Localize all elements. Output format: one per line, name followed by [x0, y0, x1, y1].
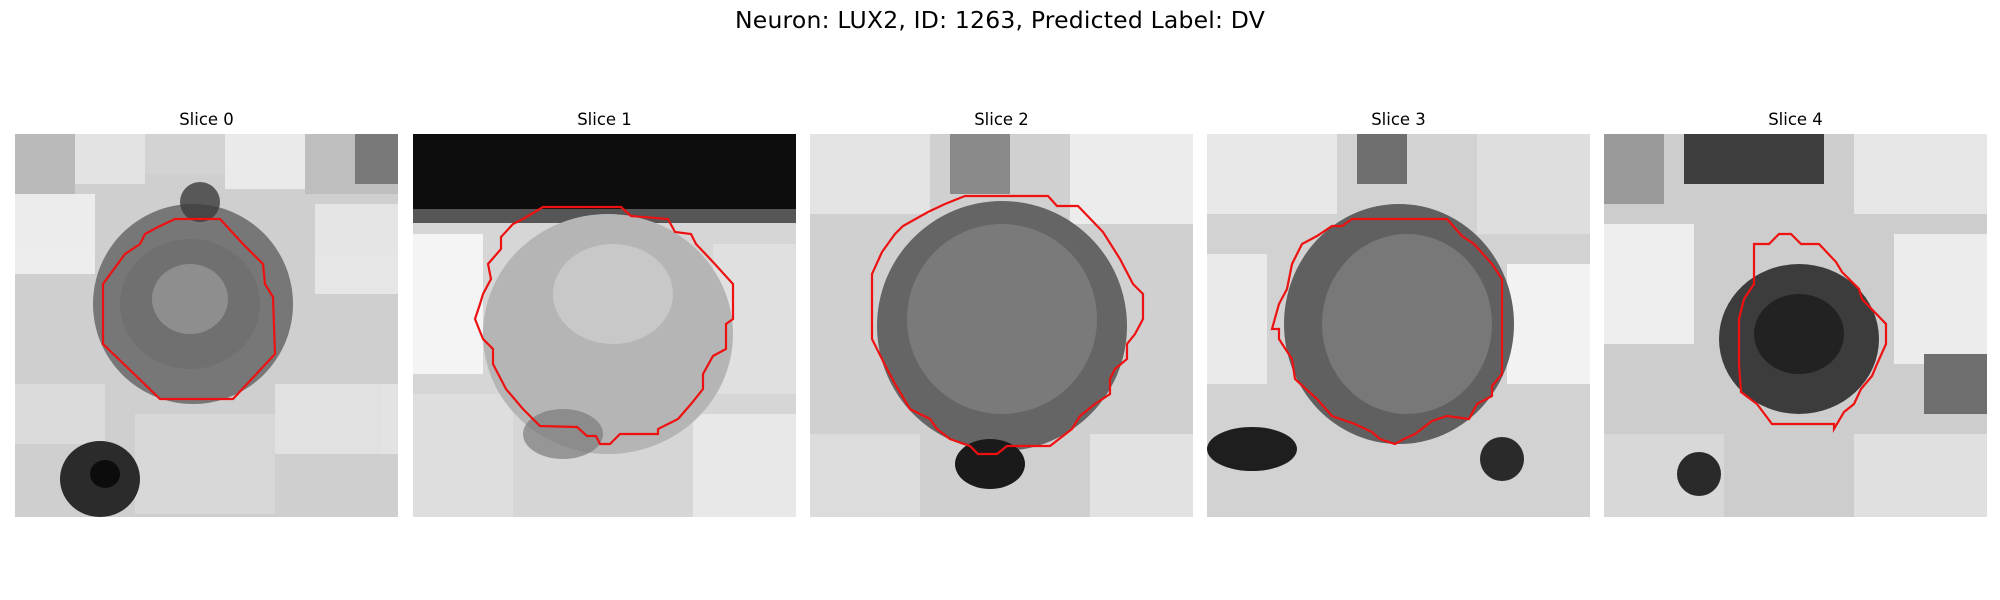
- image-texture: [15, 134, 398, 514]
- figure-title: Neuron: LUX2, ID: 1263, Predicted Label:…: [735, 6, 1265, 34]
- roi-contour: [870, 194, 1145, 456]
- image-texture: [810, 134, 1193, 517]
- slice-panel-0: Slice 0: [15, 110, 398, 517]
- slice-title: Slice 0: [179, 110, 234, 129]
- dark-blob: [60, 441, 140, 517]
- image-texture: [1207, 134, 1590, 384]
- slice-title: Slice 3: [1371, 110, 1426, 129]
- slice-image-1: [413, 134, 796, 517]
- slice-image-3: [1207, 134, 1590, 517]
- slice-title: Slice 2: [974, 110, 1029, 129]
- roi-contour: [1737, 232, 1888, 434]
- roi-contour: [473, 205, 735, 446]
- slice-panel-3: Slice 3: [1207, 110, 1590, 517]
- dark-band: [413, 134, 796, 209]
- roi-contour: [1270, 217, 1504, 446]
- cell-body: [93, 182, 293, 404]
- slice-image-4: [1604, 134, 1987, 517]
- image-texture: [1604, 134, 1987, 517]
- image-texture: [413, 234, 796, 517]
- slice-image-2: [810, 134, 1193, 517]
- slice-title: Slice 1: [577, 110, 632, 129]
- slice-panel-1: Slice 1: [413, 110, 796, 517]
- roi-contour: [101, 217, 277, 401]
- slice-panel-4: Slice 4: [1604, 110, 1987, 517]
- slice-title: Slice 4: [1768, 110, 1823, 129]
- slice-panel-2: Slice 2: [810, 110, 1193, 517]
- slice-image-0: [15, 134, 398, 517]
